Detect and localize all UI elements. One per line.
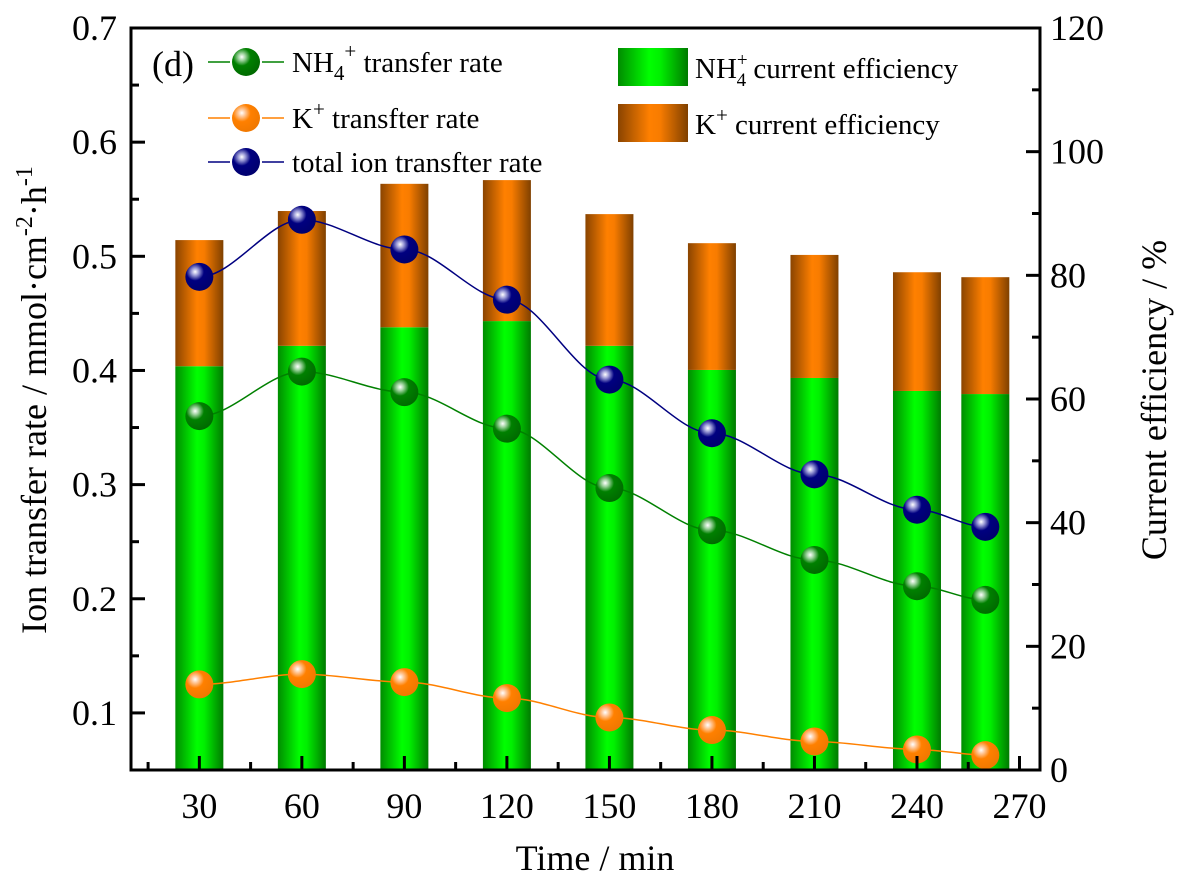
y-left-tick-label: 0.2 <box>72 579 117 619</box>
x-tick-label: 210 <box>787 786 841 826</box>
y-right-tick-label: 80 <box>1050 255 1086 295</box>
y-right-tick-label: 60 <box>1050 379 1086 419</box>
data-point <box>390 235 419 264</box>
y-axis-left-title-main: Ion transfer rate / mmol·cm <box>14 236 54 634</box>
bar-nh4-ce <box>961 394 1010 770</box>
x-tick-label: 60 <box>284 786 320 826</box>
x-tick-label: 120 <box>480 786 534 826</box>
y-right-tick-label: 0 <box>1050 750 1068 790</box>
data-point <box>595 474 624 503</box>
y-left-tick-label: 0.1 <box>72 693 117 733</box>
bar-nh4-ce <box>585 345 634 770</box>
data-point <box>390 668 419 697</box>
data-point <box>800 727 829 756</box>
y-right-tick-label: 100 <box>1050 132 1104 172</box>
y-right-tick-label: 40 <box>1050 503 1086 543</box>
data-point <box>800 460 829 489</box>
bar-k-ce <box>892 272 941 391</box>
y-right-tick-label: 20 <box>1050 626 1086 666</box>
data-point <box>287 357 316 386</box>
x-tick-label: 90 <box>386 786 422 826</box>
x-tick-label: 270 <box>992 786 1046 826</box>
legend-marker <box>232 48 260 76</box>
data-point <box>902 572 931 601</box>
data-point <box>390 378 419 407</box>
y-right-tick-label: 120 <box>1050 8 1104 48</box>
data-point <box>185 670 214 699</box>
data-point <box>185 262 214 291</box>
data-point <box>971 741 1000 770</box>
legend-marker <box>232 104 260 132</box>
data-point <box>800 545 829 574</box>
panel-label: (d) <box>152 44 194 84</box>
y-axis-left-title-sup2: -1 <box>12 166 38 186</box>
legend-label: NH4+ transfer rate <box>292 39 503 85</box>
y-left-tick-label: 0.3 <box>72 465 117 505</box>
bar-k-ce <box>585 214 634 346</box>
data-point <box>595 703 624 732</box>
bar-k-ce <box>687 243 736 370</box>
data-point <box>697 516 726 545</box>
data-point <box>902 735 931 764</box>
bar-nh4-ce <box>277 345 326 770</box>
x-tick-label: 180 <box>685 786 739 826</box>
bar-k-ce <box>790 254 839 378</box>
data-point <box>185 402 214 431</box>
data-point <box>287 205 316 234</box>
legend-label: K+ current efficiency <box>695 103 940 141</box>
data-point <box>492 684 521 713</box>
bar-k-ce <box>961 277 1010 395</box>
lines-layer <box>185 205 1000 770</box>
y-axis-left-title-sup1: -2 <box>12 216 38 236</box>
data-point <box>492 414 521 443</box>
data-point <box>492 285 521 314</box>
x-tick-label: 30 <box>181 786 217 826</box>
y-axis-left-title-mid: ·h <box>14 186 54 216</box>
bar-nh4-ce <box>790 377 839 770</box>
legend-swatch <box>618 48 688 86</box>
legend-swatch <box>618 104 688 142</box>
legend-marker <box>232 148 260 176</box>
legend: NH4+ transfer rate K+ transfter rate total… <box>208 39 959 179</box>
legend-label: K+ transfter rate <box>292 97 479 135</box>
y-axis-left-title: Ion transfer rate / mmol·cm-2·h-1 <box>12 166 54 634</box>
x-axis-title: Time / min <box>516 838 675 878</box>
ticks-layer: 0.1 0.2 0.3 0.4 0.5 0.6 0.7 0 20 40 60 80 100 120 30 60… <box>72 8 1104 826</box>
bar-nh4-ce <box>175 366 224 770</box>
data-point <box>971 512 1000 541</box>
data-point <box>287 660 316 689</box>
y-left-tick-label: 0.6 <box>72 122 117 162</box>
data-point <box>971 585 1000 614</box>
y-axis-right-title: Current efficiency / % <box>1134 240 1174 560</box>
y-left-tick-label: 0.5 <box>72 236 117 276</box>
x-tick-label: 240 <box>890 786 944 826</box>
legend-label: total ion transfter rate <box>292 147 542 179</box>
data-point <box>902 495 931 524</box>
y-left-tick-label: 0.4 <box>72 350 117 390</box>
x-tick-label: 150 <box>582 786 636 826</box>
data-point <box>697 419 726 448</box>
data-point <box>697 716 726 745</box>
y-left-tick-label: 0.7 <box>72 8 117 48</box>
bar-k-ce <box>175 240 224 367</box>
data-point <box>595 365 624 394</box>
legend-label: NH+ 4 current efficiency <box>695 50 959 91</box>
